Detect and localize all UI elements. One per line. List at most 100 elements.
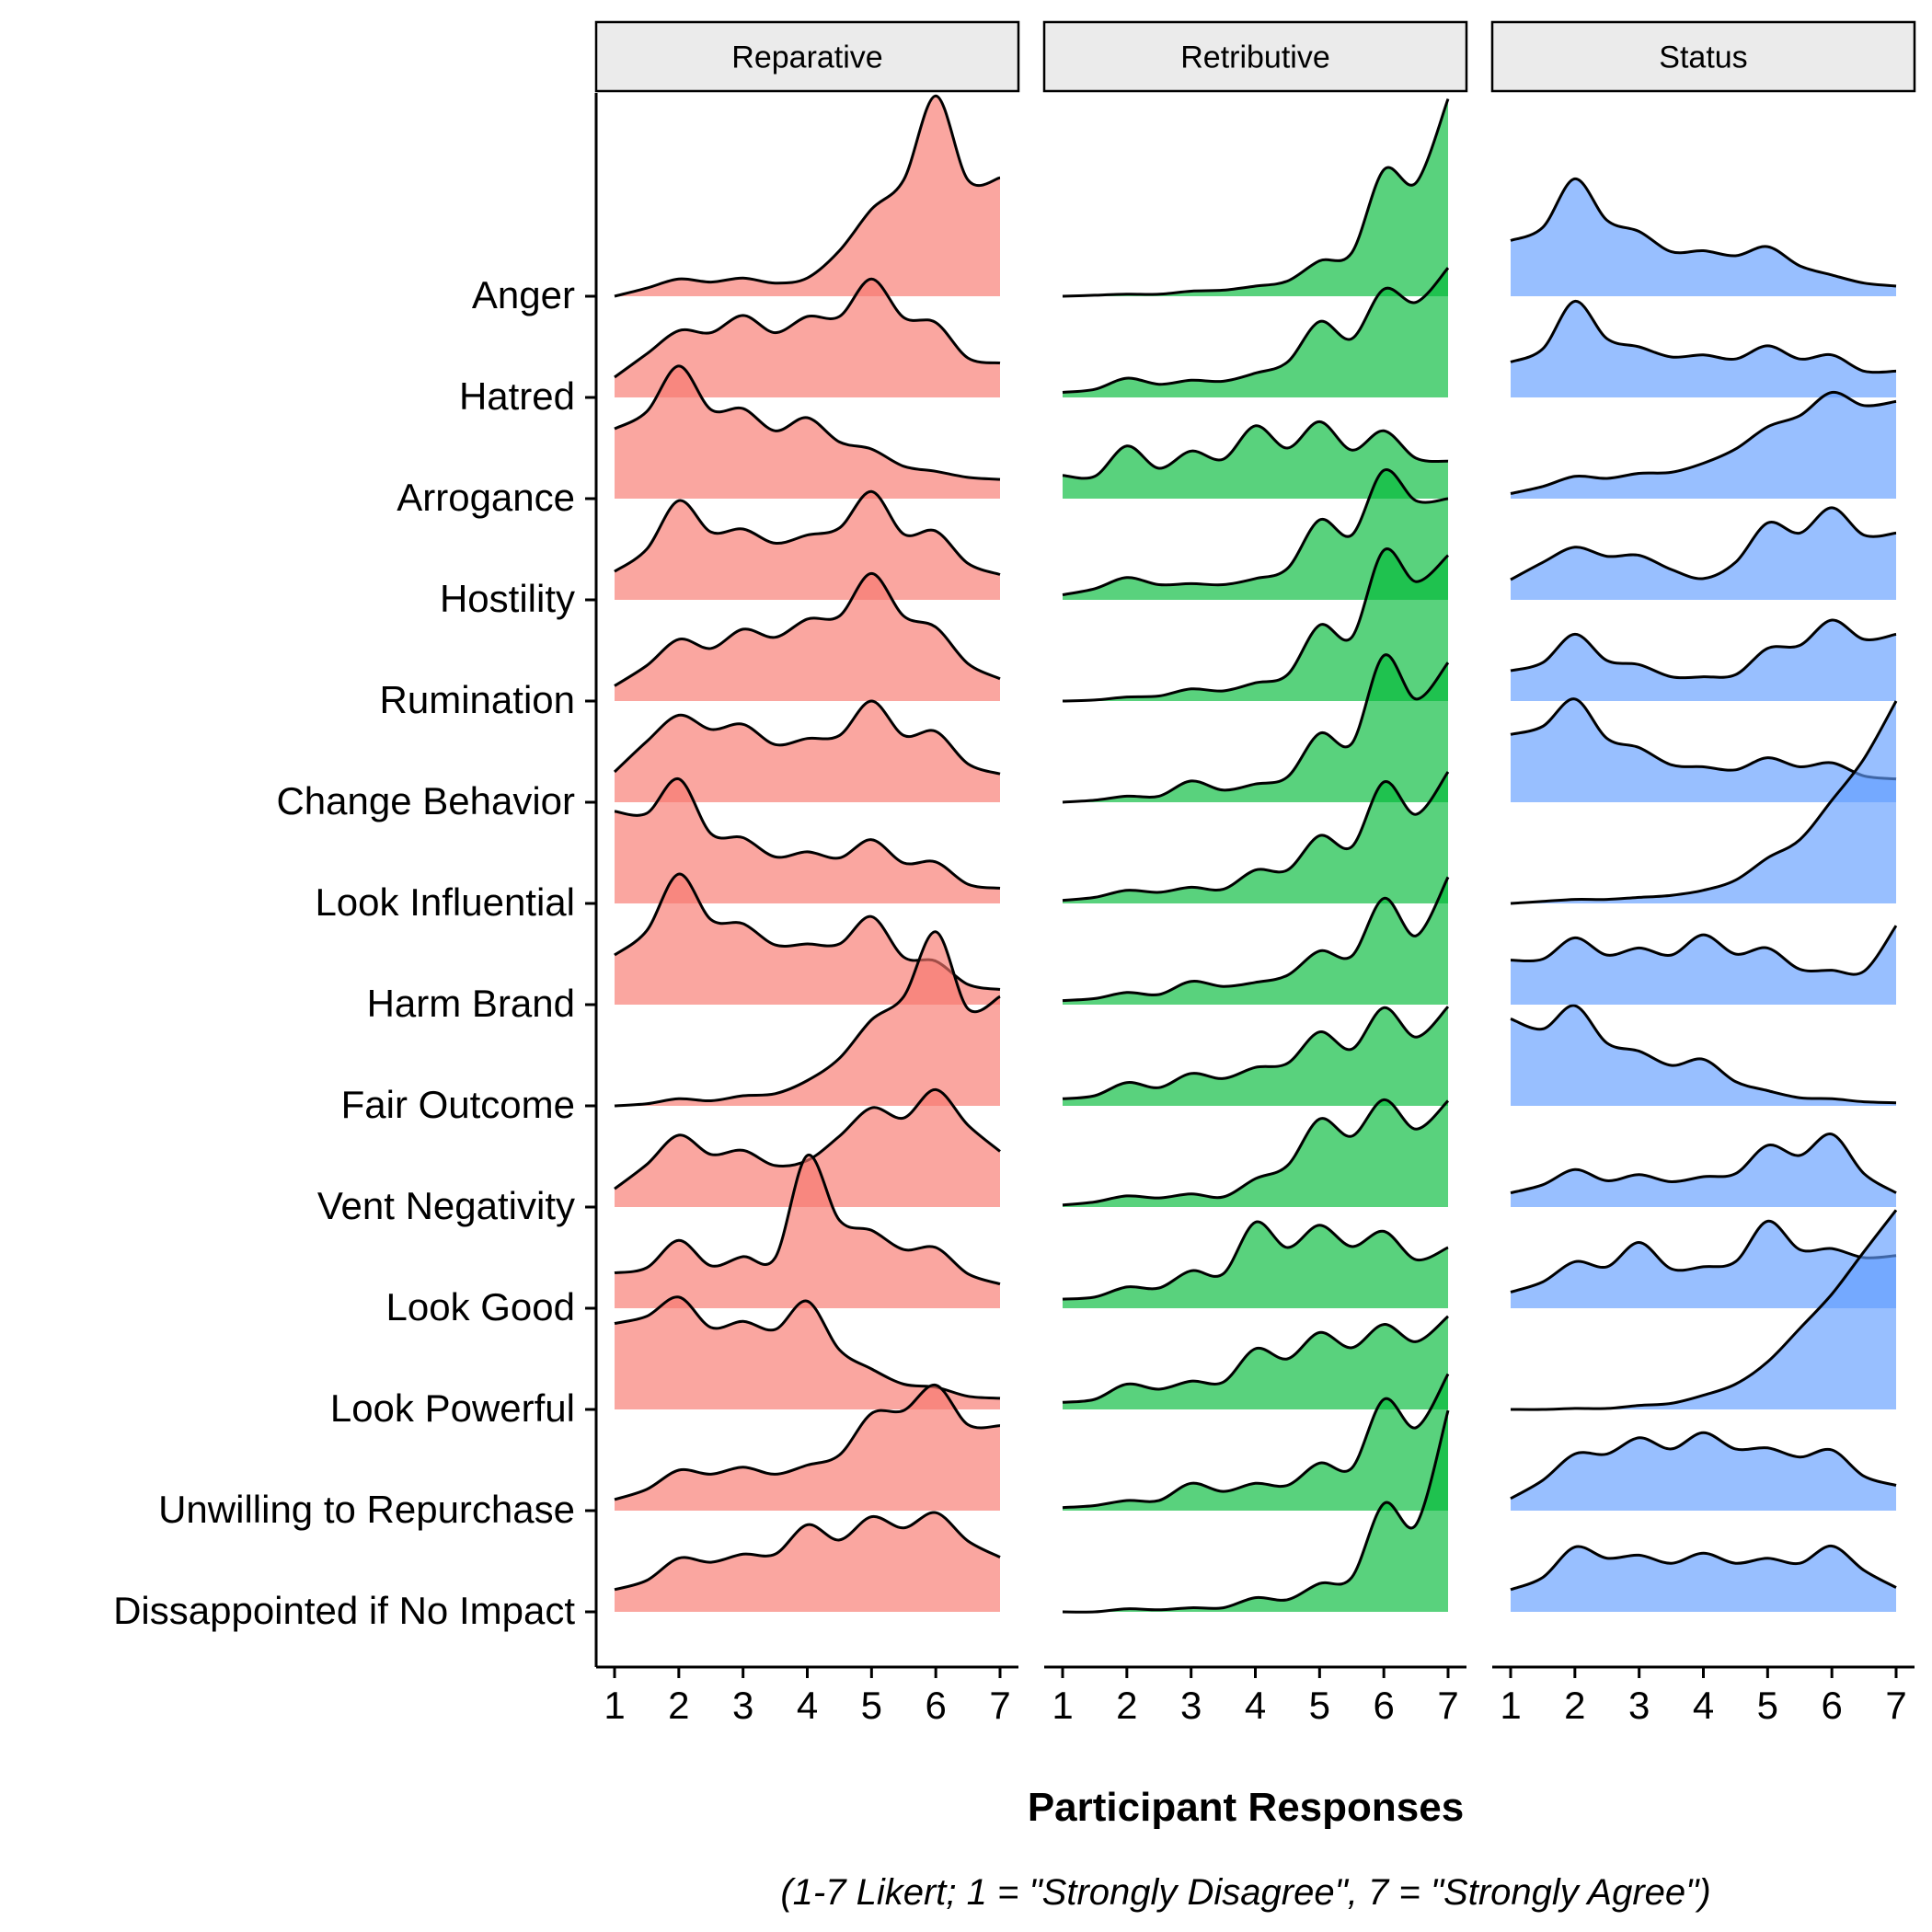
ridge-dissappointed-if-no-impact	[1062, 1409, 1450, 1614]
ridge-line	[1510, 390, 1897, 495]
ridge-area	[1063, 421, 1448, 499]
ridge-line	[1062, 547, 1450, 703]
facet-strip	[1490, 20, 1916, 93]
ridge-rumination	[1510, 618, 1897, 701]
ridge-harm-brand	[1510, 925, 1898, 1005]
ridge-hostility	[1510, 506, 1897, 600]
y-axis-labels: Anger Hatred Arrogance Hostility Rumination C…	[113, 273, 575, 1632]
x-tick-label: 7	[989, 1684, 1010, 1727]
ridge-area	[615, 365, 1000, 499]
ridge-look-good	[1510, 1219, 1897, 1308]
ridge-line	[1510, 1133, 1897, 1195]
x-tick-label: 3	[732, 1684, 753, 1727]
ridge-area	[1511, 698, 1896, 802]
ridge-line	[614, 277, 1001, 379]
x-tick-label: 6	[1821, 1684, 1842, 1727]
facet-reparative: Reparative 1 2 3 4 5 6 7	[585, 20, 1020, 1727]
x-axis-subtitle: (1-7 Likert; 1 = "Strongly Disagree", 7 …	[780, 1872, 1710, 1913]
ridge-line	[1062, 1098, 1450, 1207]
ridge-area	[615, 279, 1000, 397]
ridge-area	[1511, 178, 1896, 296]
ridge-hatred	[1510, 300, 1897, 397]
ridge-line	[1510, 700, 1898, 905]
y-tick-label-harm-brand: Harm Brand	[367, 982, 575, 1025]
ridge-line	[1510, 1209, 1898, 1411]
ridge-line	[1062, 468, 1449, 596]
ridge-line	[1062, 1315, 1449, 1404]
ridge-line	[1062, 98, 1450, 298]
ridge-area	[615, 1385, 1000, 1511]
y-tick-label-unwilling-to-repurchase: Unwilling to Repurchase	[158, 1488, 575, 1531]
x-tick-label: 2	[668, 1684, 689, 1727]
ridge-unwilling-to-repurchase	[1062, 1373, 1450, 1511]
ridge-fair-outcome	[1062, 1006, 1450, 1106]
ridge-line	[1062, 653, 1450, 804]
ridge-change-behavior	[1062, 653, 1450, 804]
ridge-area	[1063, 1099, 1448, 1207]
facet-strip	[594, 20, 1020, 93]
ridge-anger	[614, 94, 1001, 298]
ridge-dissappointed-if-no-impact	[1510, 1545, 1897, 1612]
y-tick-label-change-behavior: Change Behavior	[276, 779, 575, 822]
ridge-line	[614, 1154, 1001, 1286]
ridge-anger	[1062, 98, 1450, 298]
ridge-line	[1062, 1220, 1449, 1301]
ridge-area	[1511, 507, 1896, 600]
x-tick-label: 7	[1437, 1684, 1458, 1727]
ridge-vent-negativity	[1510, 1133, 1897, 1207]
ridge-anger	[1510, 177, 1897, 296]
ridge-line	[614, 1384, 1001, 1501]
ridge-line	[1510, 1545, 1897, 1592]
ridge-area	[615, 96, 1000, 296]
y-tick-label-look-powerful: Look Powerful	[330, 1386, 575, 1430]
ridge-area	[1511, 1005, 1896, 1106]
x-tick-label: 2	[1116, 1684, 1137, 1727]
ridge-area	[1063, 469, 1448, 600]
ridge-area	[1063, 98, 1448, 296]
ridge-area	[1063, 268, 1448, 397]
ridge-hostility	[1062, 468, 1449, 600]
ridge-area	[1511, 619, 1896, 701]
ridge-area	[615, 491, 1000, 600]
ridge-arrogance	[1510, 390, 1897, 499]
ridge-arrogance	[1062, 420, 1449, 499]
ridge-look-powerful	[1510, 1209, 1898, 1411]
ridge-line	[1510, 1431, 1897, 1501]
ridge-hatred	[614, 277, 1001, 397]
y-tick-label-look-influential: Look Influential	[315, 880, 575, 924]
ridge-area	[1063, 772, 1448, 903]
ridge-look-powerful	[1062, 1315, 1449, 1409]
ridge-harm-brand	[1062, 876, 1450, 1005]
ridge-area	[615, 931, 1000, 1106]
ridge-line	[1062, 420, 1449, 480]
ridge-area	[1063, 1410, 1448, 1613]
ridge-area	[1511, 926, 1896, 1005]
ridge-rumination	[614, 571, 1001, 701]
ridge-change-behavior	[613, 699, 1001, 802]
y-tick-label-hostility: Hostility	[440, 577, 575, 620]
ridge-area	[1511, 1210, 1896, 1410]
ridge-area	[1511, 1432, 1896, 1511]
ridge-look-influential	[1062, 771, 1450, 903]
y-tick-label-look-good: Look Good	[386, 1285, 576, 1328]
ridge-line	[1510, 1004, 1897, 1105]
ridge-area	[615, 778, 1000, 903]
ridge-line	[1510, 618, 1897, 680]
ridge-area	[615, 701, 1000, 802]
ridge-area	[1063, 1006, 1448, 1106]
ridge-line	[1510, 925, 1898, 976]
ridge-area	[1511, 1221, 1896, 1308]
ridge-unwilling-to-repurchase	[1510, 1431, 1897, 1511]
ridge-line	[614, 489, 1001, 576]
x-tick-label: 1	[1500, 1684, 1521, 1727]
ridge-line	[1510, 1219, 1897, 1294]
x-tick-label: 7	[1885, 1684, 1906, 1727]
y-tick-label-dissappointed-if-no-impact: Dissappointed if No Impact	[113, 1589, 575, 1632]
ridge-area	[615, 874, 1000, 1005]
ridge-fair-outcome	[1510, 1004, 1897, 1106]
x-tick-label: 3	[1628, 1684, 1650, 1727]
x-tick-label: 1	[1052, 1684, 1073, 1727]
ridge-area	[1511, 1133, 1896, 1207]
y-tick-label-vent-negativity: Vent Negativity	[317, 1184, 575, 1227]
